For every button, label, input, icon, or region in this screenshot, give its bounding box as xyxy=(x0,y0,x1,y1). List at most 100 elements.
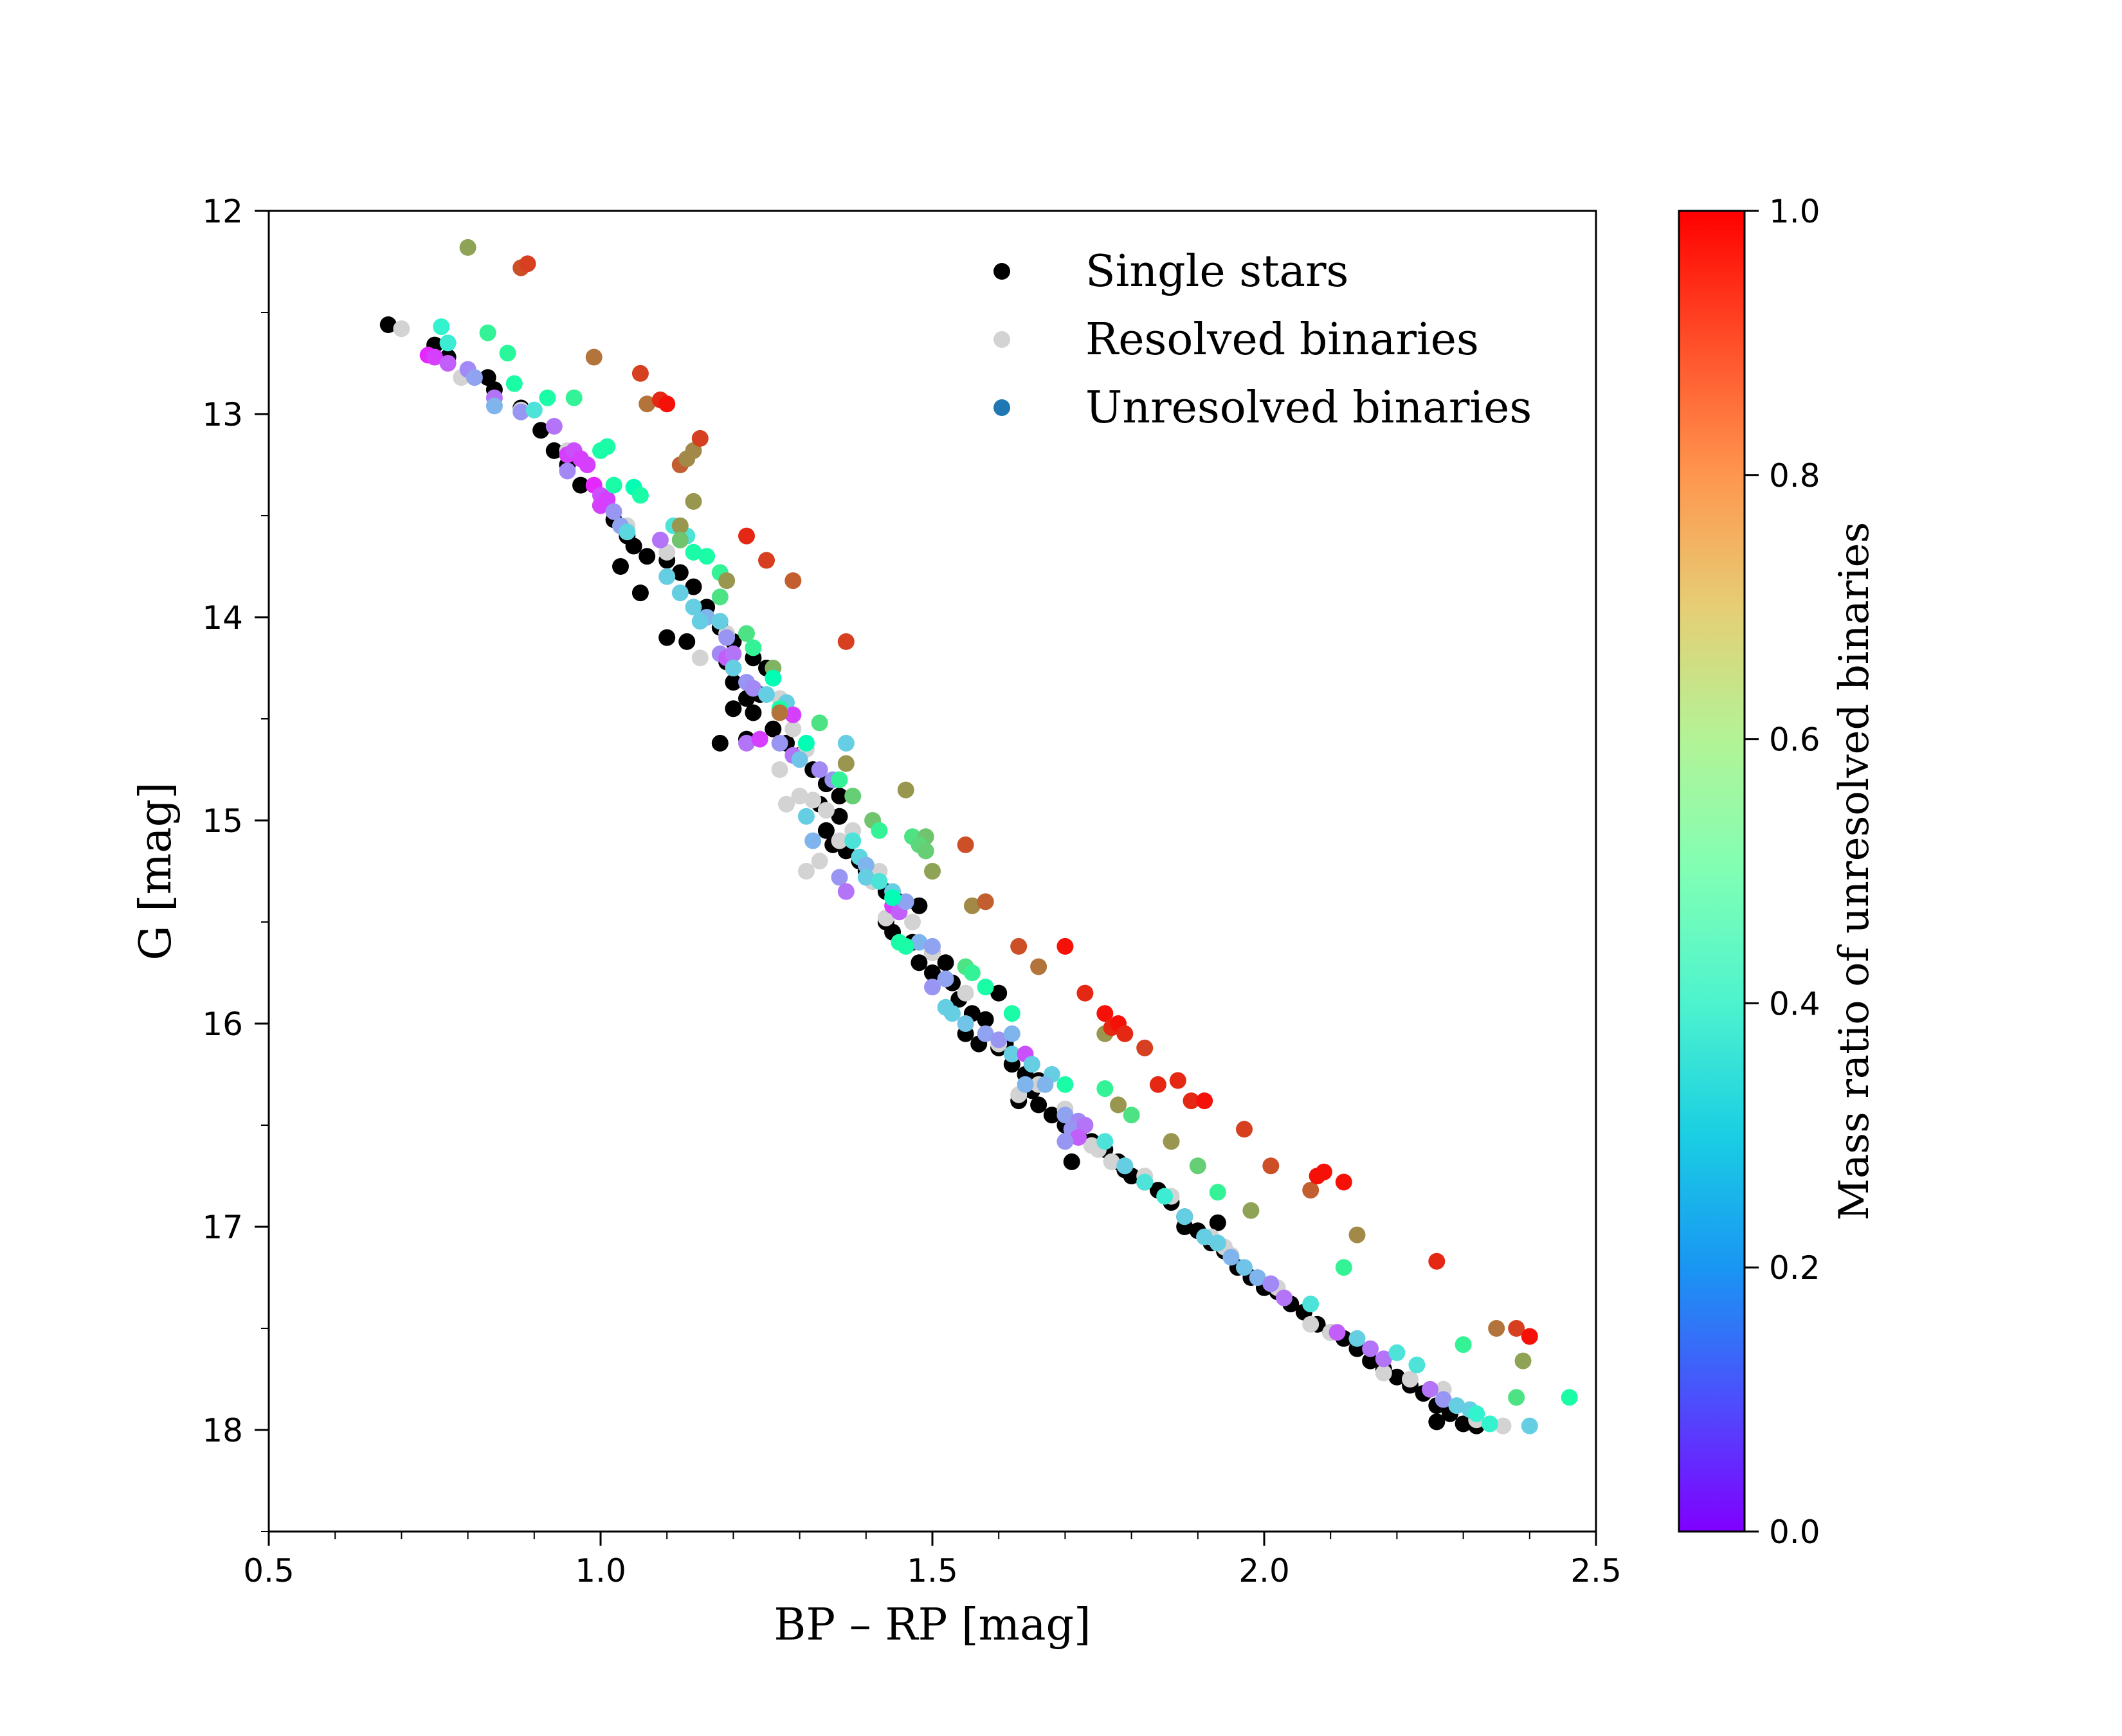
data-point-s2-109 xyxy=(1468,1405,1485,1422)
y-tick-label: 16 xyxy=(202,1006,243,1043)
data-point-s2-45 xyxy=(771,734,788,752)
x-tick-label: 1.0 xyxy=(575,1552,626,1589)
data-point-s2-28 xyxy=(671,584,689,602)
data-point-s3-23 xyxy=(685,493,702,510)
data-point-s2-72 xyxy=(990,1031,1008,1049)
data-point-s3-30 xyxy=(738,527,755,545)
data-point-s3-32 xyxy=(784,572,802,590)
data-point-s2-9 xyxy=(512,403,530,420)
data-point-s0-0 xyxy=(379,316,397,333)
data-point-s0-100 xyxy=(1362,1352,1379,1370)
data-point-s2-92 xyxy=(1209,1234,1226,1252)
data-point-s3-3 xyxy=(505,375,523,392)
data-point-s3-58 xyxy=(897,937,914,955)
data-point-s2-80 xyxy=(1056,1107,1074,1124)
data-point-s1-6 xyxy=(691,649,709,667)
data-point-s3-96 xyxy=(1508,1320,1525,1337)
data-point-s2-98 xyxy=(1302,1296,1319,1313)
data-point-s0-57 xyxy=(911,954,928,972)
data-point-s3-98 xyxy=(1521,1328,1538,1345)
data-point-s3-60 xyxy=(963,964,981,981)
x-tick-label: 2.5 xyxy=(1570,1552,1622,1589)
y-tick-label: 17 xyxy=(202,1209,243,1246)
data-point-s3-63 xyxy=(1010,937,1028,955)
colorbar-tick-label: 0.0 xyxy=(1769,1514,1820,1551)
data-point-s2-73 xyxy=(1003,1025,1020,1042)
data-point-s3-100 xyxy=(1561,1389,1578,1406)
y-tick-label: 14 xyxy=(202,599,243,637)
data-point-s2-106 xyxy=(1435,1391,1452,1408)
data-point-s2-59 xyxy=(871,873,888,890)
data-point-s2-24 xyxy=(651,531,669,548)
data-point-s2-8 xyxy=(485,397,503,415)
data-point-s3-72 xyxy=(1136,1039,1154,1056)
data-point-s2-33 xyxy=(718,629,736,646)
data-point-s3-86 xyxy=(1262,1157,1280,1175)
data-point-s3-17 xyxy=(599,438,616,455)
legend-label-resolved: Resolved binaries xyxy=(1085,314,1479,365)
data-point-s3-6 xyxy=(539,389,556,406)
data-point-s0-110 xyxy=(1209,1214,1226,1231)
data-point-s0-18 xyxy=(671,564,689,581)
data-point-s1-43 xyxy=(1375,1364,1392,1382)
data-point-s3-24 xyxy=(671,531,689,548)
data-point-s2-105 xyxy=(1422,1380,1438,1398)
data-point-s1-23 xyxy=(877,909,894,927)
scatter-points xyxy=(379,239,1578,1434)
data-point-s2-107 xyxy=(1448,1397,1465,1415)
legend-marker-unresolved xyxy=(993,399,1010,416)
data-point-s2-100 xyxy=(1348,1330,1366,1347)
y-axis: 12 13 14 15 16 17 18 xyxy=(202,193,269,1532)
data-point-s0-24 xyxy=(678,633,696,650)
data-point-s2-58 xyxy=(857,869,875,886)
colorbar-tick-label: 0.2 xyxy=(1769,1249,1820,1287)
data-point-s1-14 xyxy=(778,795,795,813)
data-point-s0-9 xyxy=(572,476,589,494)
data-point-s2-57 xyxy=(837,883,855,900)
data-point-s3-62 xyxy=(1003,1005,1020,1022)
data-point-s0-73 xyxy=(1030,1096,1047,1114)
data-point-s3-82 xyxy=(1189,1157,1206,1175)
data-point-s2-44 xyxy=(751,730,768,748)
legend-marker-single xyxy=(993,263,1010,280)
data-point-s3-10 xyxy=(605,476,622,494)
colorbar-tick-label: 0.6 xyxy=(1769,721,1820,759)
data-point-s2-94 xyxy=(1236,1259,1253,1276)
data-point-s3-90 xyxy=(1335,1173,1352,1191)
data-point-s2-96 xyxy=(1262,1275,1280,1292)
data-point-s3-79 xyxy=(1183,1092,1200,1110)
data-point-s3-37 xyxy=(765,669,782,687)
data-point-s3-40 xyxy=(811,714,828,732)
y-tick-label: 15 xyxy=(202,802,243,840)
data-point-s2-86 xyxy=(1096,1133,1114,1150)
data-point-s1-33 xyxy=(1103,1153,1120,1170)
data-point-s3-36 xyxy=(837,633,855,650)
data-point-s3-20 xyxy=(685,442,702,459)
data-point-s1-12 xyxy=(791,788,808,805)
data-point-s2-4 xyxy=(466,369,483,386)
data-point-s1-0 xyxy=(393,320,410,338)
data-point-s3-26 xyxy=(698,548,716,565)
data-point-s3-1 xyxy=(479,324,496,341)
colorbar-title: Mass ratio of unresolved binaries xyxy=(1831,522,1878,1221)
data-point-s2-16 xyxy=(559,462,576,480)
data-point-s2-6 xyxy=(439,334,457,352)
data-point-s0-19 xyxy=(685,578,702,595)
data-point-s2-88 xyxy=(1136,1173,1154,1191)
data-point-s3-84 xyxy=(1236,1121,1253,1138)
data-point-s2-47 xyxy=(791,751,808,768)
data-point-s3-71 xyxy=(1116,1025,1134,1042)
data-point-s1-17 xyxy=(797,863,815,880)
data-point-s3-94 xyxy=(1455,1336,1472,1353)
x-tick-label: 0.5 xyxy=(243,1552,295,1589)
data-point-s0-56 xyxy=(937,954,954,972)
data-point-s3-33 xyxy=(738,625,755,642)
data-point-s2-110 xyxy=(1481,1415,1498,1433)
data-point-s2-11 xyxy=(545,418,563,435)
data-point-s0-62 xyxy=(977,1011,994,1028)
y-tick-label: 13 xyxy=(202,396,243,433)
data-point-s0-102 xyxy=(1388,1368,1406,1386)
data-point-s3-51 xyxy=(917,842,934,860)
data-point-s1-24 xyxy=(904,914,921,930)
legend: Single stars Resolved binaries Unresolve… xyxy=(993,246,1532,433)
